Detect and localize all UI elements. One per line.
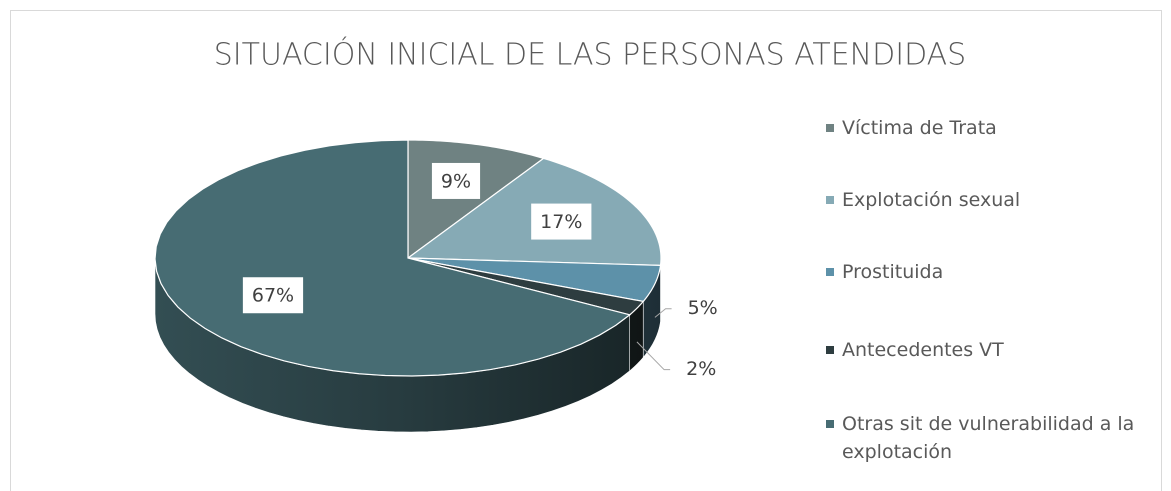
legend-swatch bbox=[826, 268, 834, 276]
legend-label: Otras sit de vulnerabilidad a la explota… bbox=[842, 413, 1135, 463]
data-label: 2% bbox=[686, 358, 716, 380]
slice bbox=[407, 257, 662, 303]
legend-swatch bbox=[826, 196, 834, 204]
leader-line bbox=[654, 308, 672, 318]
data-label-box bbox=[242, 277, 304, 314]
legend-swatch bbox=[826, 124, 834, 132]
legend-entry: Víctima de Trata bbox=[826, 114, 1161, 142]
data-label-box bbox=[431, 162, 481, 199]
legend-label: Prostituida bbox=[842, 261, 944, 283]
legend-entry: Otras sit de vulnerabilidad a la explota… bbox=[826, 410, 1161, 466]
legend-entry: Explotación sexual bbox=[826, 186, 1161, 214]
legend-swatch bbox=[826, 346, 834, 354]
chart-title: SITUACIÓN INICIAL DE LAS PERSONAS ATENDI… bbox=[214, 36, 966, 73]
slice bbox=[154, 139, 632, 377]
legend-label: Antecedentes VT bbox=[842, 339, 1004, 361]
legend-swatch bbox=[826, 420, 834, 428]
data-label: 17% bbox=[540, 211, 582, 233]
slice bbox=[407, 257, 645, 316]
data-label: 5% bbox=[688, 297, 718, 319]
legend-label: Víctima de Trata bbox=[842, 117, 997, 139]
data-label: 9% bbox=[441, 170, 471, 192]
leader-line bbox=[636, 341, 671, 371]
data-label: 67% bbox=[252, 285, 294, 307]
legend-entry: Prostituida bbox=[826, 258, 1161, 286]
data-label-box bbox=[531, 203, 592, 240]
legend-label: Explotación sexual bbox=[842, 189, 1021, 211]
legend-entry: Antecedentes VT bbox=[826, 336, 1161, 364]
chart-frame bbox=[10, 10, 1162, 491]
